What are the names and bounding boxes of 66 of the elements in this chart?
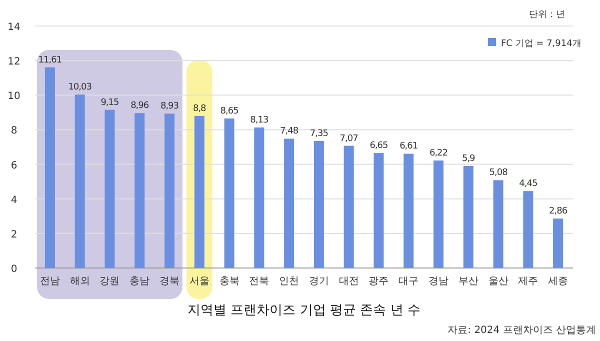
bar (104, 110, 115, 268)
data-label: 2,86 (549, 206, 568, 217)
x-tick-label: 인천 (279, 276, 300, 287)
legend-label: FC 기업 = 7,914개 (501, 39, 582, 49)
bar (434, 160, 444, 268)
data-label: 7,07 (340, 134, 358, 144)
bar (404, 154, 414, 268)
x-tick-label: 울산 (488, 276, 508, 287)
y-tick-label: 8 (10, 126, 18, 137)
bar (374, 153, 384, 268)
data-label: 6,65 (370, 141, 388, 152)
y-tick-label: 6 (10, 160, 18, 172)
bar (523, 191, 534, 268)
bar (493, 180, 504, 268)
y-tick-label: 0 (10, 264, 18, 275)
data-label: 9,15 (100, 98, 119, 108)
bar (254, 127, 264, 268)
data-label: 5,9 (462, 154, 476, 164)
bar (314, 140, 324, 268)
text: 자료: 2024 프랜차이즈 산업통계 (448, 325, 596, 336)
x-tick-label: 서울 (189, 276, 210, 287)
y-tick-label: 2 (10, 229, 18, 240)
data-label: 8,93 (160, 102, 179, 112)
data-label: 11,61 (38, 55, 62, 66)
bar (44, 67, 55, 268)
bar (553, 218, 564, 268)
x-tick-label: 제주 (518, 276, 538, 287)
bar (344, 146, 354, 268)
data-label: 10,03 (68, 82, 92, 93)
bar (194, 116, 204, 268)
data-label: 6,61 (400, 142, 418, 152)
x-axis-title: 지역별 프랜차이즈 기업 평균 존속 년 수 (188, 303, 420, 318)
x-tick-label: 대전 (338, 276, 359, 287)
x-tick-label: 부산 (458, 276, 478, 287)
bar (284, 138, 294, 268)
x-tick-label: 경남 (428, 276, 448, 287)
bar (224, 118, 234, 268)
data-label: 7,35 (310, 128, 328, 139)
data-label: 6,22 (429, 148, 448, 158)
bar (463, 166, 474, 268)
data-label: 8,13 (250, 115, 268, 126)
y-tick-label: 4 (10, 194, 18, 206)
data-label: 5,08 (489, 168, 508, 178)
x-tick-label: 대구 (398, 276, 419, 287)
x-tick-label: 전북 (249, 276, 270, 287)
x-tick-label: 경기 (308, 276, 329, 287)
text: 단위 : 년 (529, 10, 565, 20)
y-tick-label: 14 (8, 22, 20, 33)
x-tick-label: 세종 (548, 276, 568, 287)
x-tick-label: 충남 (130, 276, 150, 287)
data-label: 8,65 (220, 106, 238, 116)
bar (164, 114, 174, 268)
x-tick-label: 충북 (219, 276, 240, 287)
data-label: 7,48 (280, 126, 299, 137)
y-tick-label: 10 (8, 91, 20, 102)
x-tick-label: 경북 (160, 276, 180, 287)
x-tick-label: 전남 (40, 276, 60, 287)
x-tick-label: 해외 (70, 276, 90, 287)
bar (134, 113, 145, 268)
bar (74, 94, 85, 268)
data-label: 8,8 (192, 104, 207, 114)
data-label: 8,96 (130, 101, 150, 112)
x-tick-label: 광주 (368, 276, 389, 287)
x-tick-label: 강원 (100, 276, 120, 287)
data-label: 4,45 (519, 179, 538, 190)
y-tick-label: 12 (8, 56, 20, 68)
